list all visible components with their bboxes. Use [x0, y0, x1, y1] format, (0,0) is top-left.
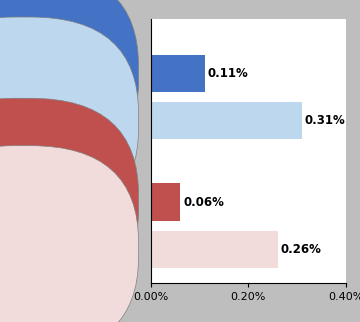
Text: 0.11%: 0.11% [208, 67, 248, 80]
Text: Gov’t-Wide: Gov’t-Wide [43, 250, 112, 260]
Text: 0.31%: 0.31% [305, 114, 346, 128]
Text: Female: Female [43, 239, 88, 249]
Text: 0.26%: 0.26% [280, 243, 321, 256]
Text: 0.06%: 0.06% [183, 196, 224, 209]
Text: Gov’t-Wide: Gov’t-Wide [43, 122, 112, 132]
Bar [151, 55, 204, 92]
Text: Male SES: Male SES [43, 69, 100, 79]
Bar [151, 231, 278, 268]
Text: Female SES: Female SES [43, 197, 116, 207]
Text: Male: Male [43, 110, 73, 120]
Bar [151, 102, 302, 139]
Bar [151, 184, 180, 221]
